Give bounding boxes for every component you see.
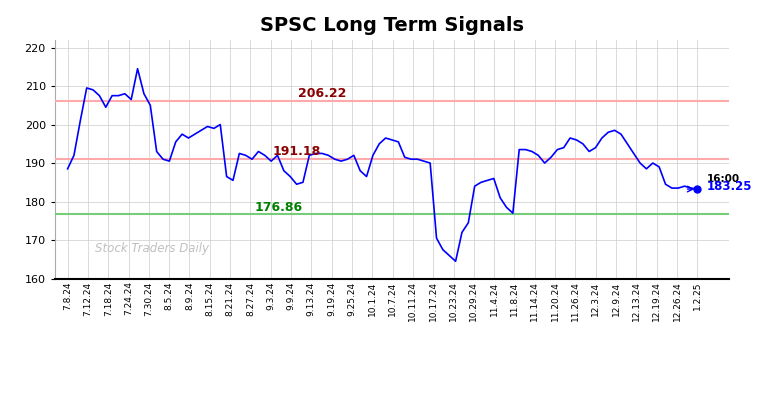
Title: SPSC Long Term Signals: SPSC Long Term Signals: [260, 16, 524, 35]
Text: 16:00: 16:00: [707, 174, 740, 184]
Text: 206.22: 206.22: [298, 88, 347, 101]
Text: 183.25: 183.25: [707, 180, 753, 193]
Text: Stock Traders Daily: Stock Traders Daily: [96, 242, 209, 255]
Text: 191.18: 191.18: [273, 145, 321, 158]
Text: 176.86: 176.86: [255, 201, 303, 214]
